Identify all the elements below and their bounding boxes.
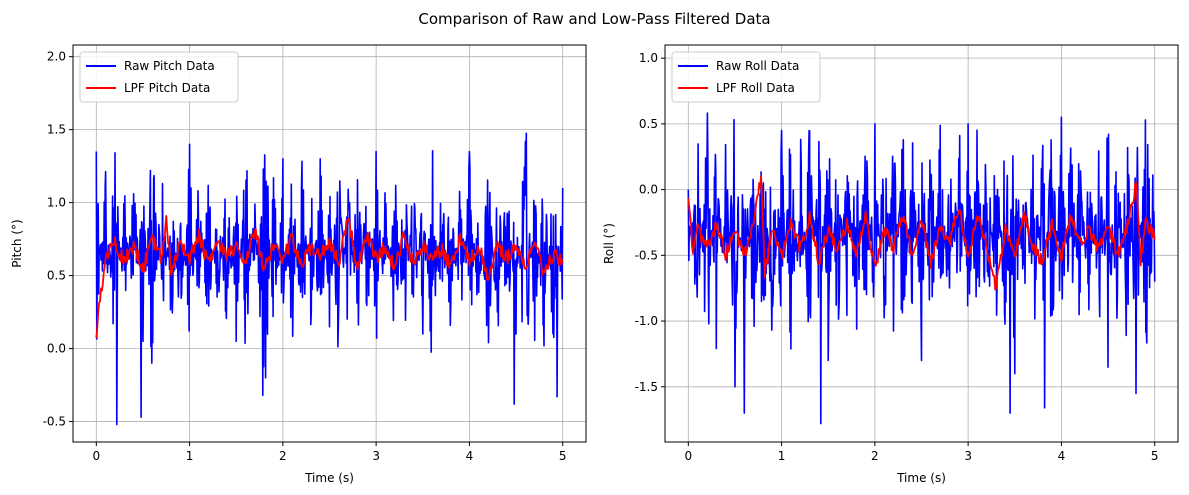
pitch-y-tick-label: 1.5 <box>47 123 66 137</box>
pitch-y-tick-label: 0.5 <box>47 269 66 283</box>
roll-y-tick-label: 0.5 <box>639 117 658 131</box>
roll-legend: Raw Roll Data LPF Roll Data <box>671 51 821 103</box>
roll-y-tick-label: -0.5 <box>635 248 658 262</box>
pitch-y-tick-label: 2.0 <box>47 50 66 64</box>
pitch-plot-area <box>95 132 564 426</box>
roll-raw-series-line <box>687 112 1156 425</box>
roll-subplot: 0 1 2 3 4 5 -1.5 -1.0 -0.5 0.0 0.5 1.0 Time (s) Ro… <box>602 44 1179 485</box>
pitch-x-axis-label: Time (s) <box>304 471 354 485</box>
pitch-y-ticks: -0.5 0.0 0.5 1.0 1.5 2.0 <box>43 50 73 429</box>
pitch-x-tick-label: 2 <box>279 449 287 463</box>
pitch-y-tick-label: -0.5 <box>43 415 66 429</box>
pitch-x-tick-label: 4 <box>466 449 474 463</box>
pitch-y-axis-label: Pitch (°) <box>10 219 24 267</box>
roll-x-tick-label: 4 <box>1058 449 1066 463</box>
roll-y-ticks: -1.5 -1.0 -0.5 0.0 0.5 1.0 <box>635 51 665 394</box>
roll-x-tick-label: 2 <box>871 449 879 463</box>
roll-x-axis-label: Time (s) <box>896 471 946 485</box>
roll-x-tick-label: 0 <box>684 449 692 463</box>
roll-y-tick-label: 1.0 <box>639 51 658 65</box>
roll-lpf-series-line <box>687 175 1156 291</box>
roll-axes-frame <box>664 44 1179 443</box>
pitch-legend-raw-label: Raw Pitch Data <box>124 59 215 73</box>
roll-legend-box <box>671 51 821 103</box>
pitch-legend-lpf-label: LPF Pitch Data <box>124 81 210 95</box>
roll-y-tick-label: 0.0 <box>639 183 658 197</box>
pitch-axes-frame <box>72 44 587 443</box>
figure-suptitle: Comparison of Raw and Low-Pass Filtered … <box>418 10 770 28</box>
roll-legend-raw-label: Raw Roll Data <box>716 59 799 73</box>
roll-x-tick-label: 5 <box>1151 449 1159 463</box>
roll-x-ticks: 0 1 2 3 4 5 <box>684 442 1159 463</box>
roll-legend-lpf-label: LPF Roll Data <box>716 81 795 95</box>
pitch-y-tick-label: 0.0 <box>47 342 66 356</box>
pitch-legend-box <box>79 51 239 103</box>
roll-x-tick-label: 1 <box>778 449 786 463</box>
pitch-x-tick-label: 3 <box>372 449 380 463</box>
pitch-x-ticks: 0 1 2 3 4 5 <box>92 442 567 463</box>
roll-y-axis-label: Roll (°) <box>602 223 616 264</box>
pitch-x-tick-label: 1 <box>186 449 194 463</box>
pitch-subplot: 0 1 2 3 4 5 -0.5 0.0 0.5 1.0 1.5 2.0 Time (s) Pitc… <box>10 44 587 485</box>
pitch-raw-series-line <box>95 132 564 426</box>
roll-x-tick-label: 3 <box>964 449 972 463</box>
pitch-lpf-series-line <box>95 214 564 339</box>
pitch-y-tick-label: 1.0 <box>47 196 66 210</box>
roll-y-tick-label: -1.0 <box>635 314 658 328</box>
pitch-x-tick-label: 0 <box>92 449 100 463</box>
roll-plot-area <box>687 112 1156 425</box>
pitch-x-tick-label: 5 <box>559 449 567 463</box>
roll-y-tick-label: -1.5 <box>635 380 658 394</box>
pitch-legend: Raw Pitch Data LPF Pitch Data <box>79 51 239 103</box>
